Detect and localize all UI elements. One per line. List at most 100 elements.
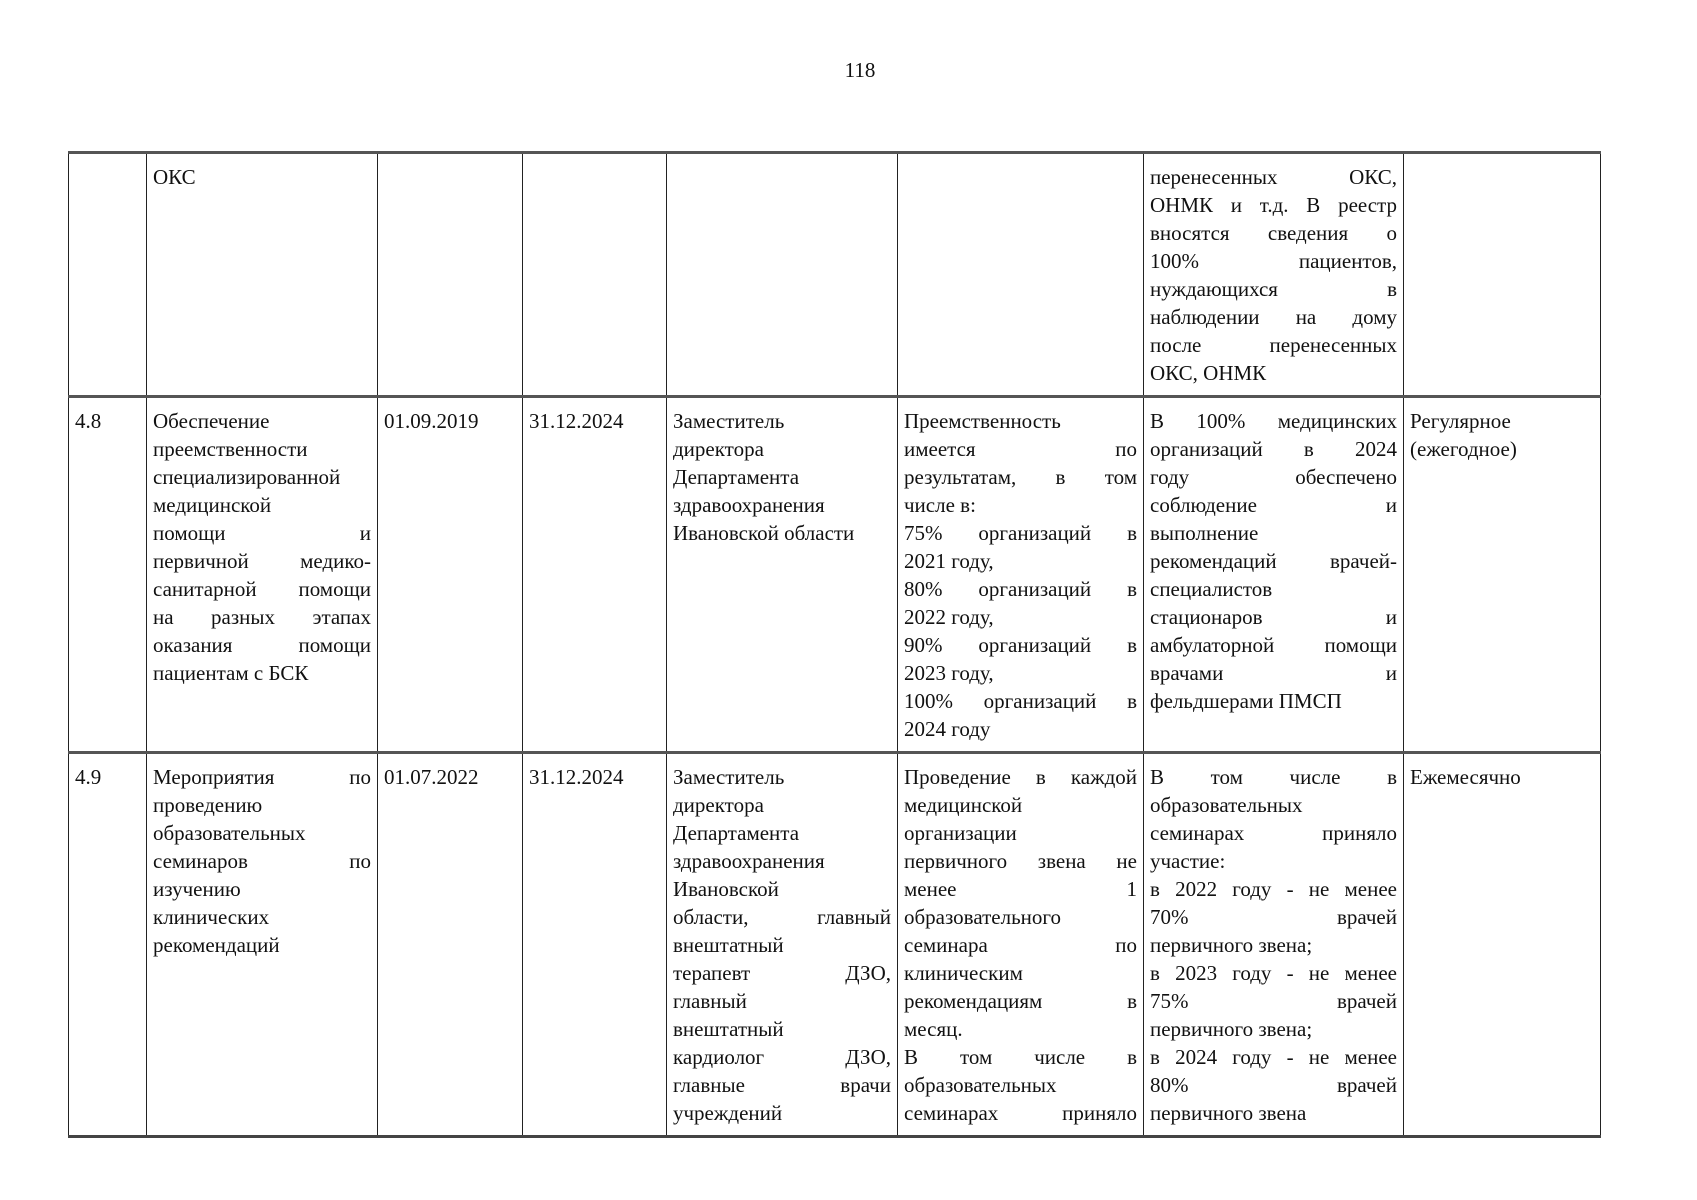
cell-result: В том числе в образовательных семинарах пр…	[1143, 752, 1404, 1137]
text-line: Ивановской	[673, 877, 779, 901]
cell-frequency	[1403, 152, 1601, 397]
text-line: числе в:	[904, 493, 976, 517]
text-line: рекомендаций	[153, 933, 280, 957]
text-line: В том числе в	[1150, 765, 1397, 789]
text-line: 90% организаций в	[904, 633, 1137, 657]
text-line: Обеспечение	[153, 409, 270, 433]
text-line: 2021 году,	[904, 549, 994, 573]
text-line: 100% пациентов,	[1150, 249, 1397, 273]
text-line: рекомендациям в	[904, 989, 1137, 1013]
text-line: директора	[673, 437, 764, 461]
text-line: амбулаторной помощи	[1150, 633, 1397, 657]
text-line: организаций в 2024	[1150, 437, 1397, 461]
text-line: 2022 году,	[904, 605, 994, 629]
text-line: 4.9	[75, 765, 102, 789]
cell-start-date: 01.07.2022	[377, 752, 523, 1137]
text-line: В том числе в	[904, 1045, 1137, 1069]
text-line: 2024 году	[904, 717, 991, 741]
text-line: директора	[673, 793, 764, 817]
text-line: преемственности	[153, 437, 308, 461]
text-line: результатам, в том	[904, 465, 1137, 489]
text-line: врачами и	[1150, 661, 1397, 685]
text-line: 01.09.2019	[384, 409, 479, 433]
text-line: образовательных	[153, 821, 306, 845]
text-line: терапевт ДЗО,	[673, 961, 891, 985]
text-line: специалистов	[1150, 577, 1273, 601]
text-line: 4.8	[75, 409, 102, 433]
text-line: 70% врачей	[1150, 905, 1397, 929]
text-line: области, главный	[673, 905, 891, 929]
text-line: первичной медико-	[153, 549, 371, 573]
cell-responsible	[666, 152, 898, 397]
text-line: 75% врачей	[1150, 989, 1397, 1013]
text-line: стационаров и	[1150, 605, 1397, 629]
cell-frequency: Ежемесячно	[1403, 752, 1601, 1137]
text-line: проведению	[153, 793, 263, 817]
text-line: наблюдении на дому	[1150, 305, 1397, 329]
text-line: семинарах приняло	[904, 1101, 1137, 1125]
text-line: В 100% медицинских	[1150, 409, 1397, 433]
text-line: медицинской	[153, 493, 272, 517]
text-line: здравоохранения	[673, 493, 825, 517]
text-line: Регулярное	[1410, 409, 1511, 433]
text-line: первичного звена;	[1150, 1017, 1313, 1041]
text-line: образовательных	[1150, 793, 1303, 817]
text-line: семинарах приняло	[1150, 821, 1397, 845]
cell-result: В 100% медицинских организаций в 2024 году…	[1143, 396, 1404, 753]
text-line: в 2023 году - не менее	[1150, 961, 1397, 985]
cell-responsible: Заместитель директора Департамента здравоох…	[666, 752, 898, 1137]
text-line: ОКС, ОНМК	[1150, 361, 1267, 385]
text-line: ОКС	[153, 165, 196, 189]
text-line: 100% организаций в	[904, 689, 1137, 713]
text-line: семинаров по	[153, 849, 371, 873]
text-line: помощи и	[153, 521, 371, 545]
cell-indicator: Проведение в каждой медицинской организаци…	[897, 752, 1144, 1137]
text-line: в 2024 году - не менее	[1150, 1045, 1397, 1069]
cell-end-date	[522, 152, 667, 397]
text-line: образовательного	[904, 905, 1061, 929]
text-line: первичного звена;	[1150, 933, 1313, 957]
text-line: Департамента	[673, 465, 800, 489]
cell-indicator	[897, 152, 1144, 397]
text-line: главные врачи	[673, 1073, 891, 1097]
table-row: 4.9 Мероприятия по проведению образовательн…	[68, 752, 1601, 1137]
text-line: 80% врачей	[1150, 1073, 1397, 1097]
page-number: 118	[844, 58, 876, 82]
text-line: Заместитель	[673, 765, 785, 789]
text-line: вносятся сведения о	[1150, 221, 1397, 245]
cell-end-date: 31.12.2024	[522, 752, 667, 1137]
text-line: клиническим	[904, 961, 1023, 985]
text-line: клинических	[153, 905, 270, 929]
cell-start-date: 01.09.2019	[377, 396, 523, 753]
text-line: медицинской	[904, 793, 1023, 817]
text-line: пациентам с БСК	[153, 661, 309, 685]
text-line: оказания помощи	[153, 633, 371, 657]
text-line: менее 1	[904, 877, 1137, 901]
cell-number: 4.8	[68, 396, 147, 753]
cell-number	[68, 152, 147, 397]
text-line: здравоохранения	[673, 849, 825, 873]
text-line: Заместитель	[673, 409, 785, 433]
text-line: первичного звена	[1150, 1101, 1307, 1125]
text-line: учреждений	[673, 1101, 783, 1125]
text-line: организации	[904, 821, 1017, 845]
cell-number: 4.9	[68, 752, 147, 1137]
text-line: рекомендаций врачей-	[1150, 549, 1397, 573]
text-line: году обеспечено	[1150, 465, 1397, 489]
text-line: изучению	[153, 877, 241, 901]
text-line: Ивановской области	[673, 521, 855, 545]
cell-end-date: 31.12.2024	[522, 396, 667, 753]
cell-measure: Обеспечение преемственности специализирова…	[146, 396, 378, 753]
text-line: Департамента	[673, 821, 800, 845]
text-line: на разных этапах	[153, 605, 371, 629]
text-line: (ежегодное)	[1410, 437, 1517, 461]
text-line: 2023 году,	[904, 661, 994, 685]
text-line: после перенесенных	[1150, 333, 1397, 357]
text-line: фельдшерами ПМСП	[1150, 689, 1342, 713]
cell-responsible: Заместитель директора Департамента здравоох…	[666, 396, 898, 753]
cell-measure: Мероприятия по проведению образовательных с…	[146, 752, 378, 1137]
table-row: 4.8 Обеспечение преемственности специализир…	[68, 396, 1601, 753]
text-line: месяц.	[904, 1017, 963, 1041]
text-line: в 2022 году - не менее	[1150, 877, 1397, 901]
cell-frequency: Регулярное (ежегодное)	[1403, 396, 1601, 753]
